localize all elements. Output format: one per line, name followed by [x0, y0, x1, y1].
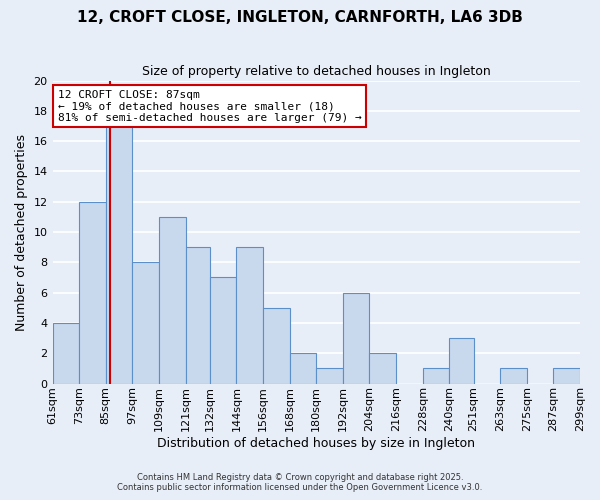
Title: Size of property relative to detached houses in Ingleton: Size of property relative to detached ho…	[142, 65, 491, 78]
Bar	[53, 323, 79, 384]
Bar	[210, 278, 236, 384]
Bar	[316, 368, 343, 384]
Bar	[370, 353, 396, 384]
Bar	[290, 353, 316, 384]
X-axis label: Distribution of detached houses by size in Ingleton: Distribution of detached houses by size …	[157, 437, 475, 450]
Text: Contains HM Land Registry data © Crown copyright and database right 2025.
Contai: Contains HM Land Registry data © Crown c…	[118, 473, 482, 492]
Bar	[236, 247, 263, 384]
Bar	[500, 368, 527, 384]
Bar	[79, 202, 106, 384]
Bar	[106, 126, 133, 384]
Text: 12 CROFT CLOSE: 87sqm
← 19% of detached houses are smaller (18)
81% of semi-deta: 12 CROFT CLOSE: 87sqm ← 19% of detached …	[58, 90, 362, 123]
Bar	[449, 338, 473, 384]
Bar	[422, 368, 449, 384]
Bar	[185, 247, 210, 384]
Text: 12, CROFT CLOSE, INGLETON, CARNFORTH, LA6 3DB: 12, CROFT CLOSE, INGLETON, CARNFORTH, LA…	[77, 10, 523, 25]
Y-axis label: Number of detached properties: Number of detached properties	[15, 134, 28, 330]
Bar	[553, 368, 580, 384]
Bar	[133, 262, 159, 384]
Bar	[159, 217, 185, 384]
Bar	[343, 292, 370, 384]
Bar	[263, 308, 290, 384]
